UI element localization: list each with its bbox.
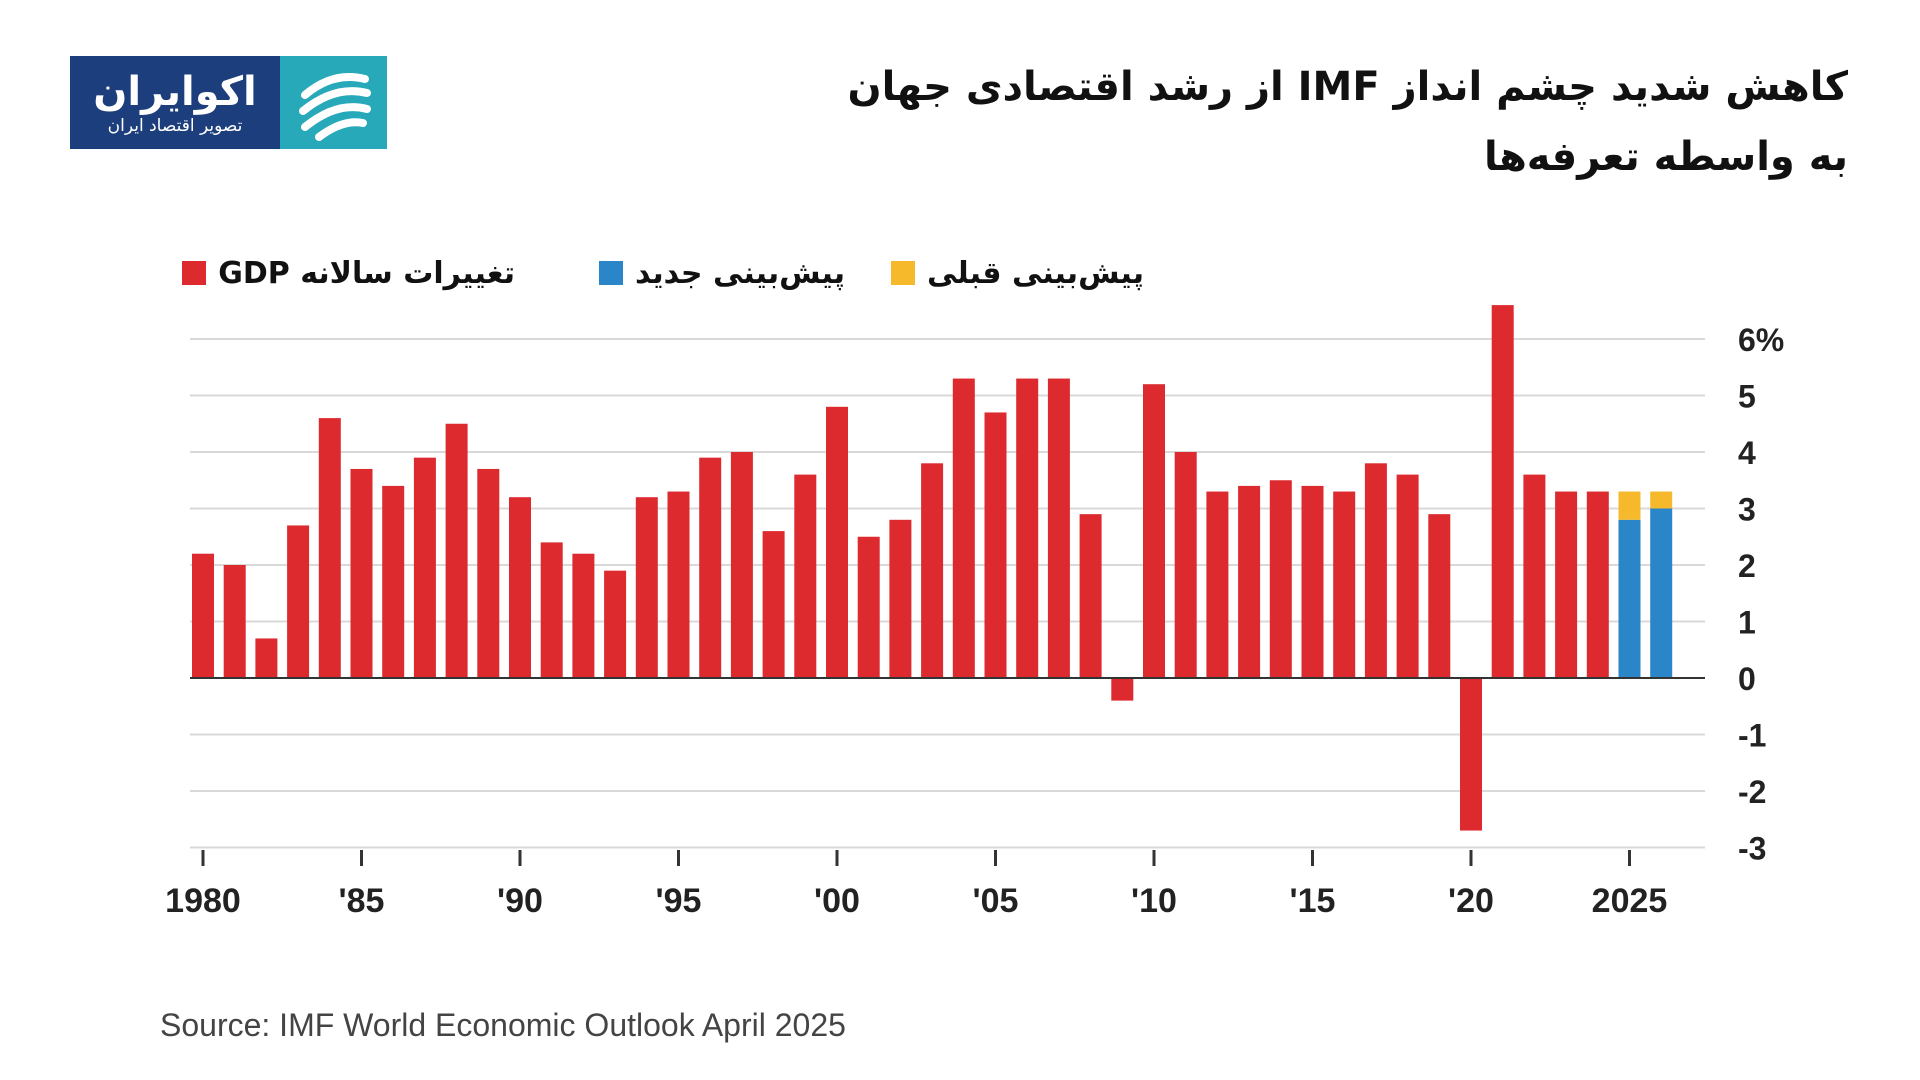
new-forecast-bar <box>1618 519 1641 678</box>
gdp-bar <box>1555 491 1578 678</box>
gdp-bar <box>1174 452 1197 678</box>
x-tick-label: '95 <box>656 882 702 920</box>
gdp-bar <box>794 474 817 678</box>
logo: اکوایران تصویر اقتصاد ایران <box>70 56 387 149</box>
gdp-bar <box>1238 485 1261 678</box>
gdp-bar <box>540 542 563 678</box>
title-line-2: به واسطه تعرفه‌ها <box>1484 134 1848 180</box>
gdp-bar <box>699 457 722 678</box>
gdp-bar <box>445 423 468 678</box>
legend-swatch-new-forecast <box>598 261 623 285</box>
new-forecast-bar <box>1650 508 1673 678</box>
legend-label-old-forecast: پیش‌بینی قبلی <box>927 255 1144 291</box>
x-tick-label: '90 <box>497 882 543 920</box>
logo-tagline: تصویر اقتصاد ایران <box>107 115 243 136</box>
y-tick-label: 4 <box>1738 435 1756 471</box>
gdp-bar <box>192 553 214 678</box>
gdp-bar <box>1428 514 1451 678</box>
page-title: کاهش شدید چشم انداز IMF از رشد اقتصادی ج… <box>698 52 1848 192</box>
gdp-bar <box>1301 485 1324 678</box>
gdp-bar <box>952 378 975 678</box>
x-tick-label: '85 <box>339 882 385 920</box>
gdp-bar <box>1047 378 1070 678</box>
gdp-bar <box>1016 378 1039 678</box>
gdp-bar <box>857 536 880 678</box>
logo-mark-icon <box>280 56 387 149</box>
gdp-bar <box>572 553 595 678</box>
gdp-bar <box>730 452 753 678</box>
legend-label-new-forecast: پیش‌بینی جدید <box>634 255 845 291</box>
y-tick-label: 2 <box>1738 548 1756 584</box>
gdp-bar <box>635 497 658 678</box>
gdp-bar <box>1586 491 1609 678</box>
gdp-bar <box>413 457 436 678</box>
legend-swatch-gdp <box>182 261 207 285</box>
gdp-bar <box>382 485 405 678</box>
x-tick-label: '15 <box>1290 882 1336 920</box>
old-forecast-bar <box>1618 491 1641 520</box>
gdp-bar <box>1269 480 1292 678</box>
legend-label-gdp: تغییرات سالانه GDP <box>218 255 515 291</box>
x-tick-label: '10 <box>1131 882 1177 920</box>
gdp-bar <box>350 468 373 678</box>
gdp-bar <box>477 468 500 678</box>
gdp-bar <box>1364 463 1387 678</box>
y-tick-label: 1 <box>1738 605 1756 641</box>
x-tick-label: 1980 <box>165 882 241 920</box>
y-tick-label: -1 <box>1738 718 1766 754</box>
gdp-bar <box>1079 514 1102 678</box>
x-tick-label: '00 <box>814 882 860 920</box>
legend-item-gdp: تغییرات سالانه GDP <box>182 248 515 298</box>
title-line-1: کاهش شدید چشم انداز IMF از رشد اقتصادی ج… <box>847 64 1848 110</box>
gdp-bar <box>255 638 278 678</box>
gdp-bar <box>1523 474 1546 678</box>
x-tick-label: '20 <box>1448 882 1494 920</box>
y-tick-label: 5 <box>1738 379 1756 415</box>
gdp-bar <box>762 531 785 678</box>
y-tick-label: 0 <box>1738 661 1756 697</box>
gdp-bar <box>1206 491 1229 678</box>
gdp-bar <box>889 519 912 678</box>
legend: تغییرات سالانه GDP پیش‌بینی جدید پیش‌بین… <box>0 248 1920 298</box>
gdp-bar <box>223 565 246 678</box>
legend-item-new-forecast: پیش‌بینی جدید <box>598 248 845 298</box>
y-tick-label: 3 <box>1738 492 1756 528</box>
gdp-bar <box>604 570 627 678</box>
gdp-bar <box>984 412 1007 678</box>
gdp-bar <box>921 463 944 678</box>
old-forecast-bar <box>1650 491 1673 509</box>
gdp-bar <box>1491 305 1514 678</box>
y-tick-label: -3 <box>1738 831 1766 867</box>
x-tick-label: '05 <box>973 882 1019 920</box>
logo-wordmark: اکوایران تصویر اقتصاد ایران <box>70 56 280 149</box>
y-tick-label: 6% <box>1738 322 1784 358</box>
gdp-bar <box>826 406 848 678</box>
x-tick-label: 2025 <box>1592 882 1668 920</box>
gdp-bar <box>287 525 310 678</box>
legend-item-old-forecast: پیش‌بینی قبلی <box>891 248 1144 298</box>
logo-name: اکوایران <box>93 68 257 115</box>
gdp-bar <box>318 418 341 678</box>
y-tick-label: -2 <box>1738 774 1766 810</box>
gdp-bar <box>509 497 531 678</box>
gdp-bar <box>1143 384 1165 678</box>
gdp-bar <box>667 491 690 678</box>
source-note: Source: IMF World Economic Outlook April… <box>160 1007 846 1043</box>
legend-swatch-old-forecast <box>891 261 916 285</box>
gdp-bar <box>1333 491 1356 678</box>
gdp-bar <box>1396 474 1419 678</box>
gdp-bar <box>1111 678 1134 701</box>
gdp-bar <box>1460 678 1482 831</box>
